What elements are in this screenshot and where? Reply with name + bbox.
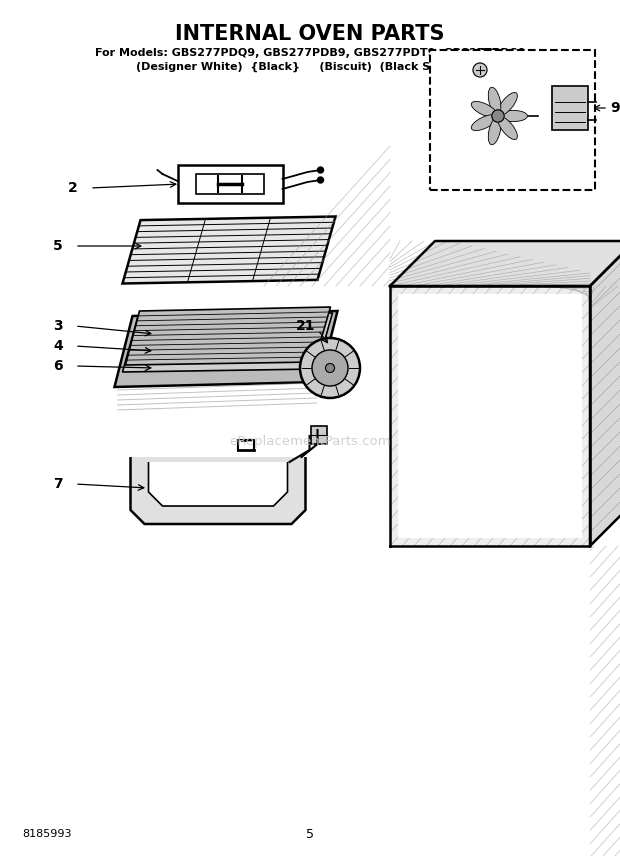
- Ellipse shape: [489, 87, 501, 115]
- Ellipse shape: [499, 110, 528, 122]
- Polygon shape: [130, 457, 306, 524]
- Text: 3: 3: [53, 319, 63, 333]
- Bar: [552, 86, 588, 130]
- Text: eReplacementParts.com: eReplacementParts.com: [229, 435, 391, 448]
- Polygon shape: [390, 241, 620, 286]
- Circle shape: [317, 177, 324, 183]
- Polygon shape: [123, 313, 332, 372]
- Circle shape: [300, 338, 360, 398]
- Text: 2: 2: [68, 181, 78, 195]
- Text: 4: 4: [53, 339, 63, 353]
- Polygon shape: [125, 307, 330, 365]
- Polygon shape: [398, 294, 582, 538]
- Ellipse shape: [471, 115, 497, 131]
- Text: (Designer White)  {Black}     (Biscuit)  (Black Stainless): (Designer White) {Black} (Biscuit) (Blac…: [136, 62, 484, 72]
- Text: 6: 6: [53, 359, 63, 373]
- Polygon shape: [590, 241, 620, 546]
- Ellipse shape: [498, 92, 517, 116]
- Circle shape: [326, 364, 335, 372]
- Text: 21: 21: [296, 319, 315, 333]
- Circle shape: [317, 167, 324, 173]
- Text: 9: 9: [610, 101, 620, 115]
- Circle shape: [492, 110, 504, 122]
- Polygon shape: [149, 462, 288, 506]
- Ellipse shape: [489, 117, 501, 145]
- Bar: [311, 426, 327, 444]
- Polygon shape: [390, 286, 590, 546]
- Text: 5: 5: [306, 828, 314, 841]
- Text: 10: 10: [480, 47, 500, 61]
- Text: For Models: GBS277PDQ9, GBS277PDB9, GBS277PDT9, GBS277PDS9: For Models: GBS277PDQ9, GBS277PDB9, GBS2…: [95, 48, 525, 58]
- Text: 8185993: 8185993: [22, 829, 71, 839]
- Text: 12: 12: [442, 87, 462, 101]
- Polygon shape: [115, 311, 337, 387]
- Circle shape: [473, 63, 487, 77]
- Text: INTERNAL OVEN PARTS: INTERNAL OVEN PARTS: [175, 24, 445, 44]
- Ellipse shape: [471, 101, 497, 117]
- Text: 5: 5: [53, 239, 63, 253]
- Polygon shape: [123, 217, 335, 283]
- Text: 7: 7: [53, 477, 63, 491]
- Bar: [430, 50, 595, 190]
- Circle shape: [312, 350, 348, 386]
- Ellipse shape: [498, 116, 517, 140]
